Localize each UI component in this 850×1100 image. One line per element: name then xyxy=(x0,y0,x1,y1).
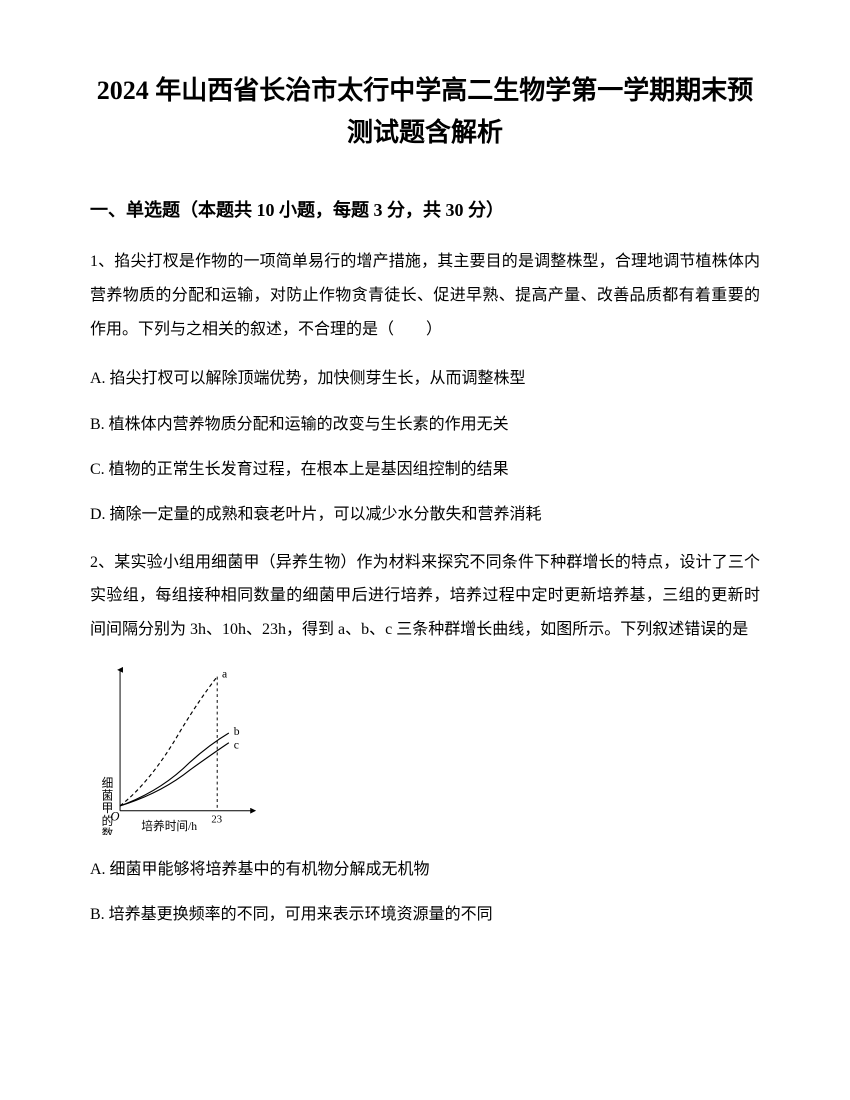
growth-curve-chart: a b c O 23 培养时间/h 细菌甲的数量 xyxy=(90,665,290,835)
section-header: 一、单选题（本题共 10 小题，每题 3 分，共 30 分） xyxy=(90,193,760,227)
label-a: a xyxy=(222,667,227,680)
question-1-text: 1、掐尖打杈是作物的一项简单易行的增产措施，其主要目的是调整株型，合理地调节植株… xyxy=(90,245,760,346)
label-b: b xyxy=(234,724,240,737)
y-axis-label: 细菌甲的数量 xyxy=(100,776,113,834)
q1-option-b: B. 植株体内营养物质分配和运输的改变与生长素的作用无关 xyxy=(90,410,760,440)
q2-option-b: B. 培养基更换频率的不同，可用来表示环境资源量的不同 xyxy=(90,900,760,930)
label-c: c xyxy=(234,738,239,751)
x-axis-label: 培养时间/h xyxy=(141,819,197,833)
curve-c xyxy=(120,742,229,805)
exam-title: 2024 年山西省长治市太行中学高二生物学第一学期期末预测试题含解析 xyxy=(90,70,760,153)
q2-option-a: A. 细菌甲能够将培养基中的有机物分解成无机物 xyxy=(90,855,760,885)
q1-option-d: D. 摘除一定量的成熟和衰老叶片，可以减少水分散失和营养消耗 xyxy=(90,500,760,530)
curve-b xyxy=(120,733,229,806)
x-tick-23: 23 xyxy=(211,813,222,825)
question-2-text: 2、某实验小组用细菌甲（异养生物）作为材料来探究不同条件下种群增长的特点，设计了… xyxy=(90,546,760,647)
q1-option-a: A. 掐尖打杈可以解除顶端优势，加快侧芽生长，从而调整株型 xyxy=(90,364,760,394)
curve-a xyxy=(120,676,217,805)
q1-option-c: C. 植物的正常生长发育过程，在根本上是基因组控制的结果 xyxy=(90,455,760,485)
